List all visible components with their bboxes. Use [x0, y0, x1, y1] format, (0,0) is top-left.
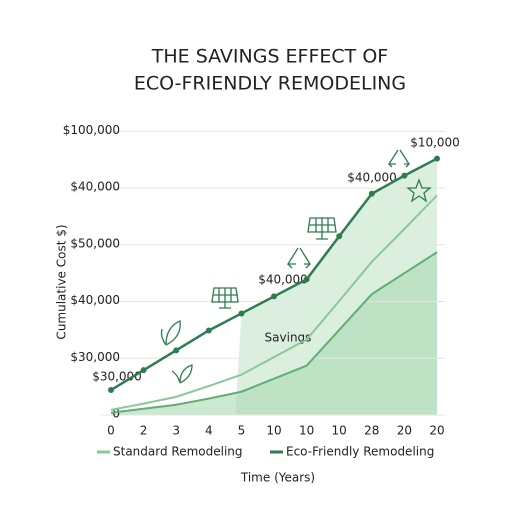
annotation: $40,000 — [347, 171, 397, 185]
point — [336, 233, 343, 240]
x-tick-label: 2 — [140, 424, 148, 438]
point — [271, 293, 277, 300]
recycle-icon — [387, 149, 411, 168]
y-tick-label: $40,000 — [70, 180, 120, 194]
x-tick-label: 20 — [397, 424, 412, 438]
y-tick-label: $50,000 — [70, 236, 120, 250]
x-tick-label: 4 — [205, 424, 213, 438]
annotation: $40,000 — [258, 273, 308, 287]
area — [111, 252, 437, 415]
line — [110, 251, 438, 414]
legend-label: Eco-Friendly Remodeling — [286, 445, 434, 459]
annotation: $10,000 — [410, 136, 460, 150]
legend-label: Standard Remodeling — [113, 445, 243, 459]
annotation: Savings — [265, 331, 312, 345]
star-icon — [406, 178, 432, 203]
x-tick-label: 5 — [238, 424, 246, 438]
y-tick-label: $100,000 — [63, 123, 120, 137]
point — [303, 276, 310, 283]
x-tick-label: 3 — [172, 424, 180, 438]
point — [434, 155, 440, 162]
point — [205, 327, 212, 334]
y-tick-label: $40,000 — [70, 293, 120, 307]
chart-title: ECO-FRIENDLY REMODELING — [134, 73, 406, 95]
point — [401, 172, 408, 179]
x-tick-label: 10 — [332, 424, 347, 438]
solar-icon — [307, 217, 337, 240]
solar-icon — [211, 287, 239, 309]
y-tick-label: 0 — [112, 407, 120, 421]
y-tick-label: $30,000 — [70, 350, 120, 364]
leaf-icon — [160, 320, 181, 346]
x-axis-label: Time (Years) — [240, 471, 315, 485]
point — [238, 310, 245, 317]
y-axis-label: Cumulative Cost $) — [55, 224, 69, 339]
x-tick-label: 0 — [107, 424, 115, 438]
recycle-icon — [286, 247, 312, 269]
x-tick-label: 10 — [266, 424, 281, 438]
x-tick-label: 20 — [429, 424, 444, 438]
leaf-icon — [171, 364, 193, 384]
icons — [160, 149, 432, 384]
chart-title: THE SAVINGS EFFECT OF — [151, 46, 388, 68]
point — [140, 367, 147, 374]
x-tick-label: 10 — [299, 424, 314, 438]
point — [108, 387, 114, 394]
point — [173, 347, 180, 354]
point — [368, 190, 375, 197]
x-tick-label: 28 — [364, 424, 379, 438]
line — [110, 194, 438, 411]
